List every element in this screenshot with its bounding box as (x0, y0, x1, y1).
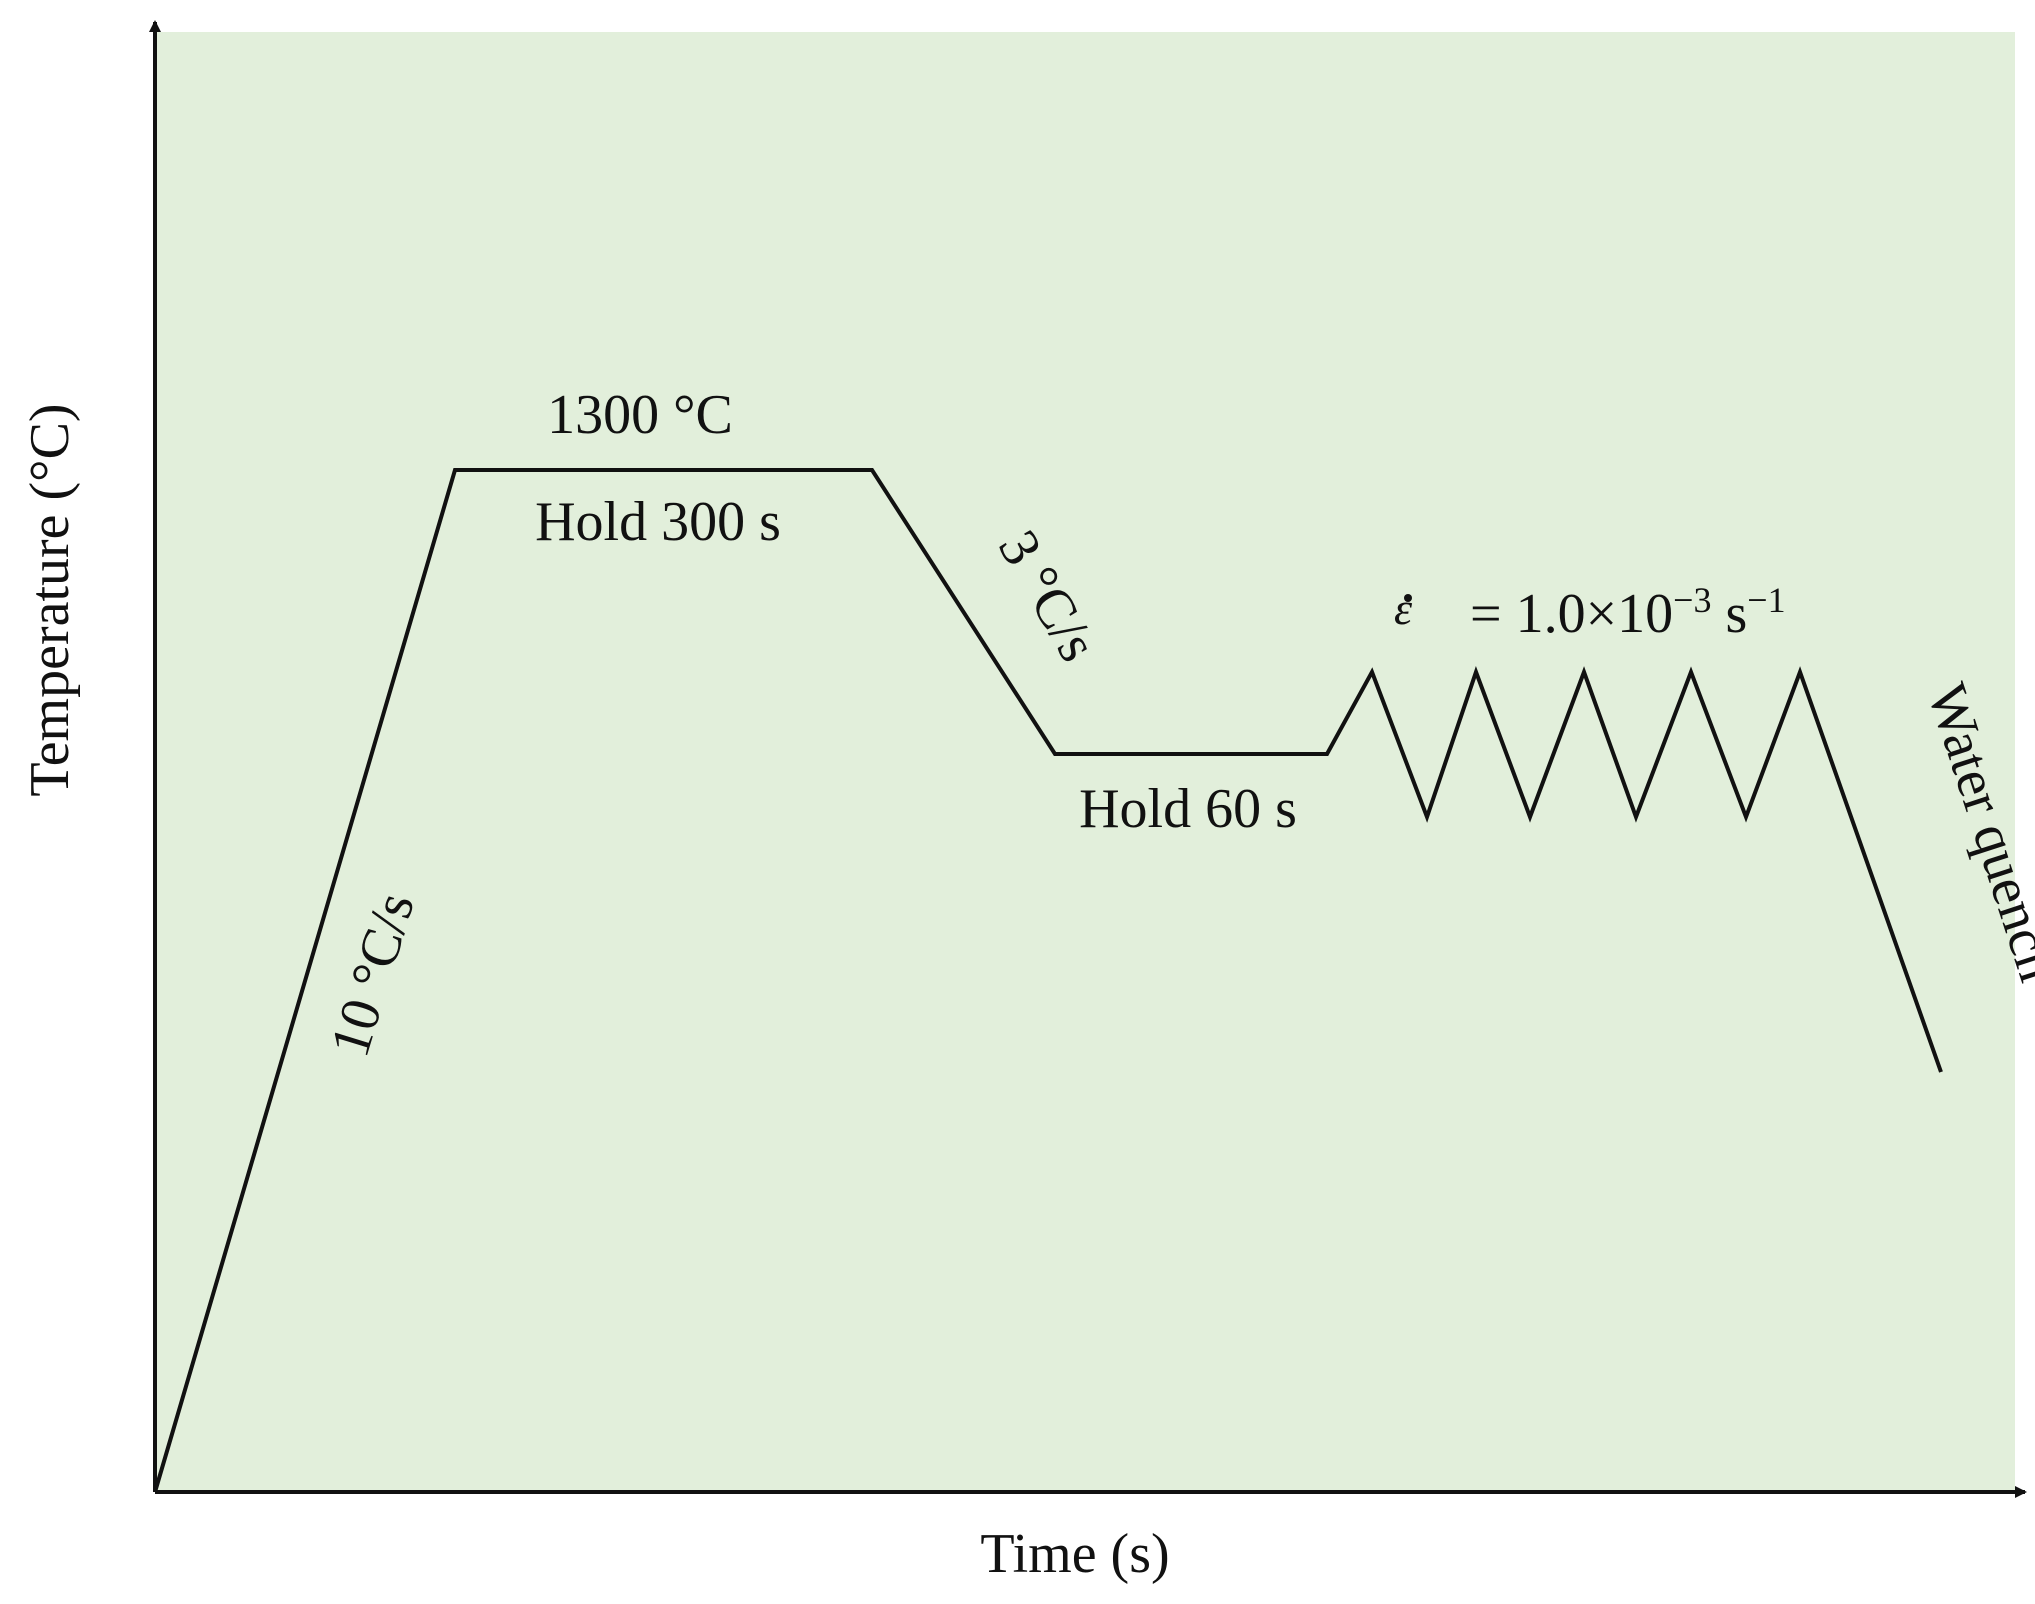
strain-rate-symbol: ε (1394, 583, 1413, 634)
first-hold-label: Hold 300 s (535, 491, 781, 553)
plot-area (155, 32, 2015, 1492)
strain-rate-dot (1404, 594, 1412, 602)
x-axis-label: Time (s) (980, 1523, 1169, 1585)
y-axis-label: Temperature (°C) (19, 403, 81, 796)
strain-rate-label: ε = 1.0×10−3 s−1 (1394, 580, 1786, 645)
temperature-schedule-line (153, 468, 1943, 1493)
peak-temperature-label: 1300 °C (547, 384, 733, 446)
second-hold-label: Hold 60 s (1079, 778, 1297, 840)
strain-rate-value: = 1.0×10 (1470, 583, 1673, 645)
strain-rate-expression: = 1.0×10−3 s−1 (1470, 580, 1786, 645)
strain-rate-exponent-1: −3 (1673, 580, 1711, 620)
strain-rate-unit: s (1711, 583, 1747, 645)
strain-rate-exponent-2: −1 (1747, 580, 1785, 620)
